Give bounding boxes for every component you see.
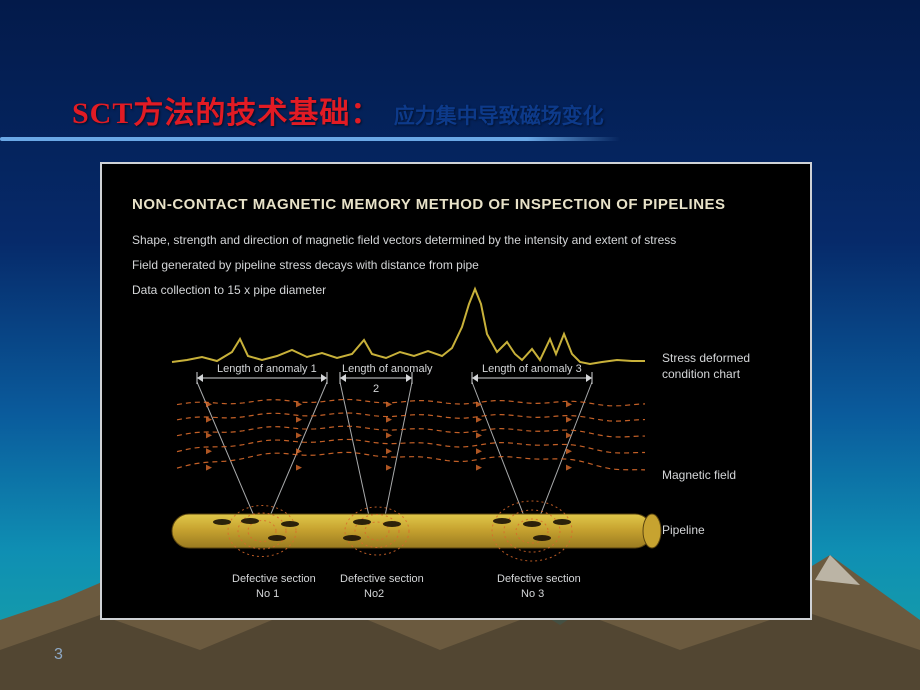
- svg-text:condition chart: condition chart: [662, 367, 741, 381]
- svg-text:Length of anomaly 1: Length of anomaly 1: [217, 363, 317, 375]
- diagram-panel: NON-CONTACT MAGNETIC MEMORY METHOD OF IN…: [100, 162, 812, 620]
- svg-text:NON-CONTACT MAGNETIC MEMORY M: NON-CONTACT MAGNETIC MEMORY METHOD OF IN…: [132, 196, 726, 213]
- svg-text:Data collection to 15 x pipe d: Data collection to 15 x pipe diameter: [132, 283, 326, 297]
- svg-text:No 3: No 3: [521, 588, 544, 600]
- title-main: SCT方法的技术基础：: [72, 97, 381, 130]
- title-sub: 应力集中导致磁场变化: [394, 105, 604, 128]
- slide-title: SCT方法的技术基础： 应力集中导致磁场变化: [72, 88, 604, 132]
- svg-text:2: 2: [373, 383, 379, 395]
- svg-text:Length of anomaly: Length of anomaly: [342, 363, 433, 375]
- title-underline: [0, 137, 620, 141]
- svg-text:Stress deformed: Stress deformed: [662, 351, 750, 365]
- svg-text:No 1: No 1: [256, 588, 279, 600]
- page-number: 3: [54, 646, 63, 664]
- svg-text:Field generated by pipeline st: Field generated by pipeline stress decay…: [132, 258, 479, 272]
- svg-text:Defective section: Defective section: [340, 573, 424, 585]
- svg-text:No2: No2: [364, 588, 384, 600]
- svg-text:Defective section: Defective section: [497, 573, 581, 585]
- svg-text:Magnetic field: Magnetic field: [662, 468, 736, 482]
- svg-text:Length of anomaly 3: Length of anomaly 3: [482, 363, 582, 375]
- svg-text:Defective section: Defective section: [232, 573, 316, 585]
- diagram-svg: NON-CONTACT MAGNETIC MEMORY METHOD OF IN…: [102, 164, 810, 618]
- svg-text:Pipeline: Pipeline: [662, 523, 705, 537]
- svg-text:Shape, strength and direction: Shape, strength and direction of magneti…: [132, 233, 676, 247]
